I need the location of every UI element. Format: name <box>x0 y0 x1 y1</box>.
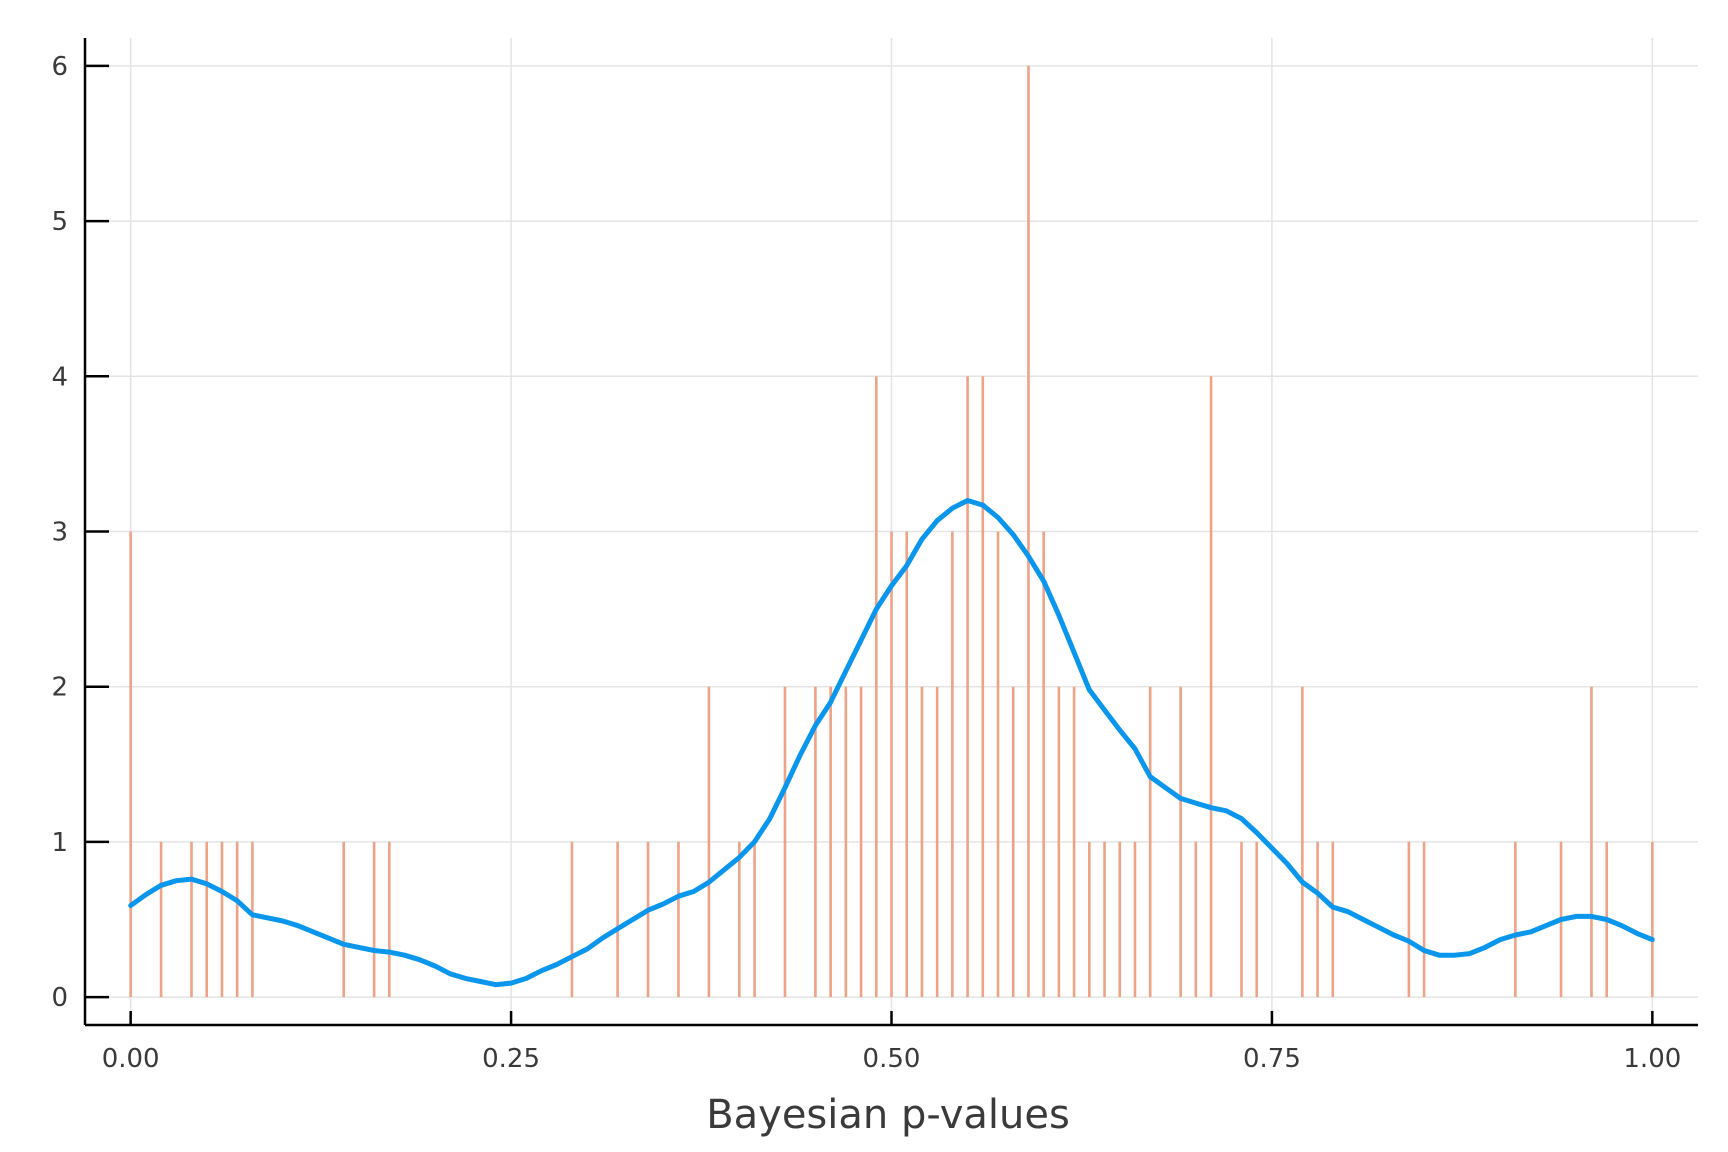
x-axis-title: Bayesian p-values <box>706 1092 1070 1138</box>
y-tick-label: 1 <box>51 828 68 858</box>
x-tick-label: 0.75 <box>1243 1044 1301 1074</box>
y-tick-label: 4 <box>51 362 68 392</box>
x-tick-label: 0.50 <box>863 1044 921 1074</box>
y-tick-label: 5 <box>51 207 68 237</box>
y-ticks: 0 1 2 3 4 5 6 <box>51 52 109 1013</box>
x-tick-label: 0.25 <box>482 1044 540 1074</box>
y-tick-label: 6 <box>51 52 68 82</box>
density-series <box>128 498 1655 988</box>
x-ticks: 0.00 0.25 0.50 0.75 1.00 <box>102 1011 1681 1074</box>
spike-series <box>129 65 1654 998</box>
density-line <box>128 498 1655 988</box>
x-tick-label: 0.00 <box>102 1044 160 1074</box>
y-tick-label: 3 <box>51 518 68 548</box>
y-tick-label: 2 <box>51 673 68 703</box>
y-tick-label: 0 <box>51 983 68 1013</box>
x-tick-label: 1.00 <box>1623 1044 1681 1074</box>
